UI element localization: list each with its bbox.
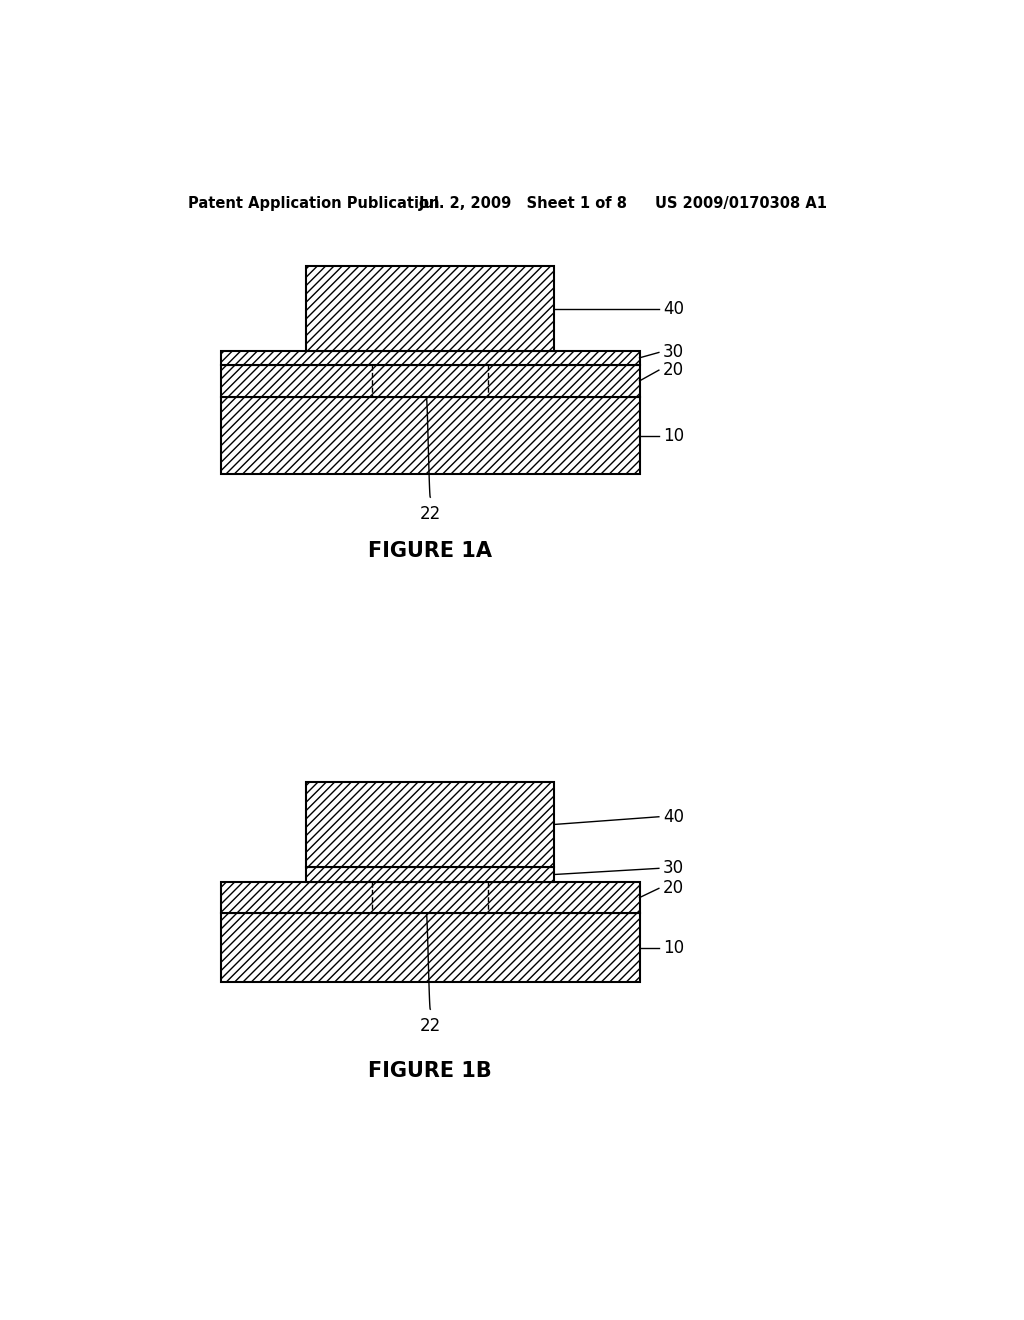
Text: FIGURE 1B: FIGURE 1B: [369, 1061, 493, 1081]
Text: 22: 22: [420, 1016, 441, 1035]
Bar: [221, 364, 640, 397]
Text: 10: 10: [663, 939, 684, 957]
Bar: [221, 397, 640, 474]
Bar: [306, 867, 554, 882]
Text: 20: 20: [663, 362, 684, 379]
Bar: [221, 351, 640, 364]
Bar: [306, 267, 554, 351]
Text: 40: 40: [663, 808, 684, 826]
Text: 22: 22: [420, 506, 441, 523]
Bar: [306, 781, 554, 867]
Text: 10: 10: [663, 426, 684, 445]
Text: Jul. 2, 2009   Sheet 1 of 8: Jul. 2, 2009 Sheet 1 of 8: [419, 195, 628, 211]
Text: 20: 20: [663, 879, 684, 898]
Text: 30: 30: [663, 859, 684, 878]
Text: FIGURE 1A: FIGURE 1A: [369, 541, 493, 561]
Bar: [221, 882, 640, 913]
Text: US 2009/0170308 A1: US 2009/0170308 A1: [655, 195, 827, 211]
Text: 30: 30: [663, 343, 684, 362]
Text: Patent Application Publication: Patent Application Publication: [188, 195, 440, 211]
Bar: [221, 913, 640, 982]
Text: 40: 40: [663, 300, 684, 318]
